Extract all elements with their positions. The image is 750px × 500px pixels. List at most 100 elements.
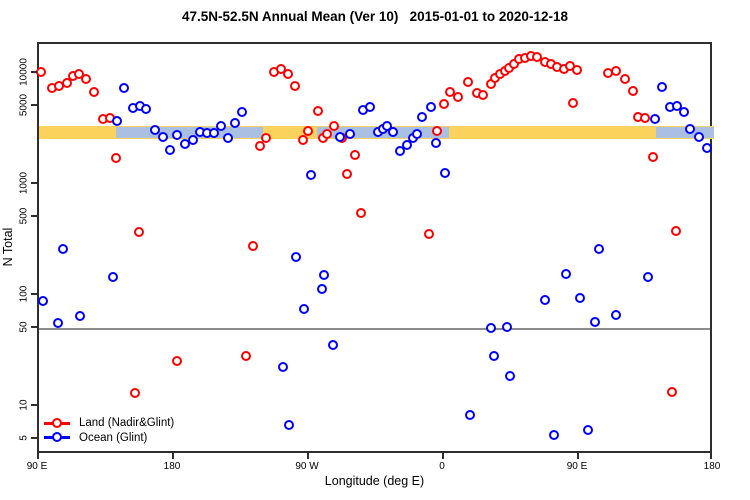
- data-point-ocean: [74, 310, 85, 321]
- data-point-land: [297, 134, 308, 145]
- data-point-land: [639, 112, 650, 123]
- data-point-land: [431, 125, 442, 136]
- data-point-ocean: [57, 243, 68, 254]
- y-tick: [31, 326, 37, 328]
- x-axis-label: Longitude (deg E): [324, 474, 425, 488]
- data-point-ocean: [334, 131, 345, 142]
- data-point-land: [349, 149, 360, 160]
- data-point-land: [647, 152, 658, 163]
- y-tick-label: 500: [18, 208, 30, 225]
- data-point-ocean: [387, 126, 398, 137]
- data-point-ocean: [118, 82, 129, 93]
- data-point-ocean: [316, 283, 327, 294]
- data-point-ocean: [171, 130, 182, 141]
- data-point-ocean: [411, 128, 422, 139]
- data-point-ocean: [327, 339, 338, 350]
- data-point-ocean: [394, 145, 405, 156]
- y-tick: [31, 71, 37, 73]
- data-point-ocean: [277, 361, 288, 372]
- x-tick: [710, 453, 712, 459]
- data-point-land: [531, 51, 542, 62]
- data-point-ocean: [671, 100, 682, 111]
- reference-line-50: [39, 328, 710, 331]
- x-tick: [307, 453, 309, 459]
- data-point-ocean: [236, 106, 247, 117]
- data-point-ocean: [439, 167, 450, 178]
- x-tick: [172, 453, 174, 459]
- y-tick-label: 50: [18, 321, 30, 333]
- data-point-ocean: [430, 137, 441, 148]
- y-tick: [31, 404, 37, 406]
- y-tick-label: 100: [18, 285, 30, 303]
- data-point-land: [133, 227, 144, 238]
- data-point-land: [444, 86, 455, 97]
- data-point-ocean: [305, 169, 316, 180]
- data-point-ocean: [344, 128, 355, 139]
- data-point-ocean: [504, 371, 515, 382]
- data-point-ocean: [187, 134, 198, 145]
- data-point-land: [321, 128, 332, 139]
- x-tick: [37, 453, 39, 459]
- data-point-ocean: [401, 139, 412, 150]
- data-point-land: [666, 386, 677, 397]
- y-tick: [31, 182, 37, 184]
- x-tick-label: 90 W: [295, 461, 319, 472]
- data-point-ocean: [222, 132, 233, 143]
- y-tick-label: 1000: [18, 171, 30, 195]
- data-point-ocean: [589, 316, 600, 327]
- data-point-ocean: [488, 350, 499, 361]
- x-tick: [577, 453, 579, 459]
- legend-item: Ocean (Glint): [44, 431, 174, 446]
- data-point-land: [36, 66, 47, 77]
- plot-area: Land (Nadir&Glint) Ocean (Glint): [36, 42, 714, 453]
- data-point-ocean: [381, 120, 392, 131]
- y-tick: [31, 104, 37, 106]
- data-point-ocean: [37, 295, 48, 306]
- data-point-ocean: [582, 425, 593, 436]
- legend-line-symbol: [44, 417, 70, 428]
- data-point-land: [129, 387, 140, 398]
- data-point-ocean: [693, 131, 704, 142]
- x-tick: [442, 453, 444, 459]
- data-point-ocean: [107, 271, 118, 282]
- data-point-ocean: [52, 317, 63, 328]
- data-point-ocean: [684, 123, 695, 134]
- data-point-land: [61, 77, 72, 88]
- legend-item: Land (Nadir&Glint): [44, 416, 174, 431]
- data-point-land: [88, 86, 99, 97]
- data-point-land: [247, 241, 258, 252]
- data-point-land: [80, 73, 91, 84]
- x-tick-label: 180: [163, 461, 181, 472]
- legend-circle-icon: [52, 432, 62, 443]
- data-point-land: [260, 132, 271, 143]
- data-point-land: [355, 208, 366, 219]
- data-point-ocean: [610, 309, 621, 320]
- x-tick-label: 90 E: [26, 461, 48, 472]
- y-tick-label: 5000: [18, 94, 30, 117]
- data-point-land: [670, 226, 681, 237]
- data-point-land: [254, 140, 265, 151]
- y-tick-label: 10: [18, 399, 30, 411]
- data-point-land: [438, 98, 449, 109]
- legend-label: Ocean (Glint): [79, 431, 148, 444]
- data-point-land: [619, 73, 630, 84]
- y-tick-label: 5: [18, 435, 30, 442]
- data-point-ocean: [593, 243, 604, 254]
- data-point-ocean: [149, 124, 160, 135]
- legend-circle-icon: [52, 417, 62, 428]
- data-point-land: [171, 355, 182, 366]
- data-point-ocean: [298, 304, 309, 315]
- data-point-ocean: [539, 294, 550, 305]
- data-point-ocean: [283, 419, 294, 430]
- ocean-annual-mean-band: [115, 126, 263, 138]
- x-tick-label: 90 E: [566, 461, 588, 472]
- chart-title: 47.5N-52.5N Annual Mean (Ver 10) 2015-01…: [182, 9, 568, 24]
- legend: Land (Nadir&Glint) Ocean (Glint): [44, 416, 174, 445]
- data-point-ocean: [164, 144, 175, 155]
- data-point-ocean: [649, 113, 660, 124]
- data-point-ocean: [111, 115, 122, 126]
- data-point-land: [110, 152, 121, 163]
- data-point-ocean: [701, 143, 712, 154]
- data-point-land: [289, 80, 300, 91]
